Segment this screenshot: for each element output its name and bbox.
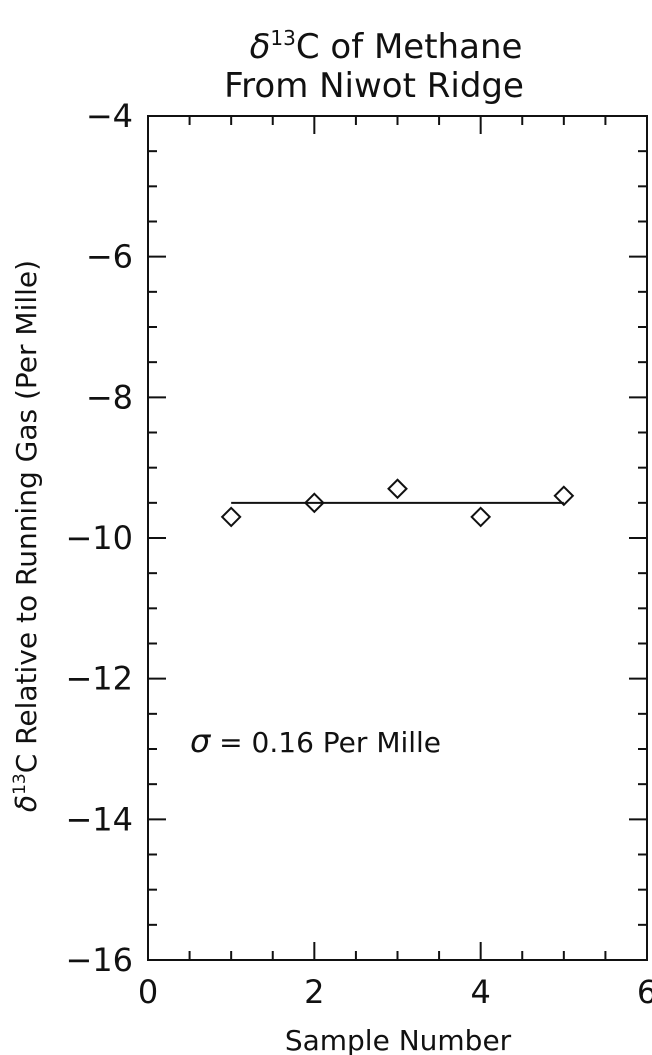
data-point-diamond — [470, 506, 492, 528]
data-point-diamond — [303, 492, 325, 514]
ylabel-delta-symbol: δ — [10, 795, 43, 812]
data-points — [220, 478, 575, 528]
sigma-annotation: σ = 0.16 Per Mille — [190, 722, 441, 760]
y-tick-label: −12 — [65, 660, 133, 698]
data-point-diamond — [387, 478, 408, 500]
y-tick-label: −4 — [86, 97, 133, 135]
y-tick-label: −6 — [86, 238, 133, 276]
title-rest: C of Methane — [296, 27, 523, 67]
y-tick-label: −8 — [86, 378, 133, 416]
x-tick-label: 6 — [637, 973, 652, 1011]
x-tick-label: 2 — [304, 973, 324, 1011]
x-axis-label: Sample Number — [285, 1024, 512, 1055]
ylabel-rest: C Relative to Running Gas (Per Mille) — [10, 260, 43, 773]
axis-ticks — [147, 115, 648, 961]
ylabel-superscript: 13 — [10, 773, 30, 795]
data-point-diamond — [220, 506, 242, 528]
sigma-symbol: σ — [190, 722, 212, 760]
chart-title-line-1: δ13C of Methane — [250, 26, 523, 67]
x-tick-label: 4 — [470, 973, 490, 1011]
y-tick-label: −10 — [65, 519, 133, 557]
data-point-diamond — [553, 485, 575, 507]
x-tick-label: 0 — [138, 973, 158, 1011]
y-tick-label: −14 — [65, 800, 133, 838]
y-axis-label: δ13C Relative to Running Gas (Per Mille) — [10, 260, 43, 812]
chart-title-line-2: From Niwot Ridge — [224, 66, 524, 106]
title-superscript: 13 — [270, 26, 295, 50]
sigma-text: = 0.16 Per Mille — [210, 726, 441, 759]
axis-tick-labels: 0 2 4 6 −4 −6 −8 −10 −12 −14 −16 — [65, 97, 652, 1011]
plot-frame — [147, 115, 648, 961]
title-delta-symbol: δ — [250, 27, 271, 67]
y-tick-label: −16 — [65, 941, 133, 979]
